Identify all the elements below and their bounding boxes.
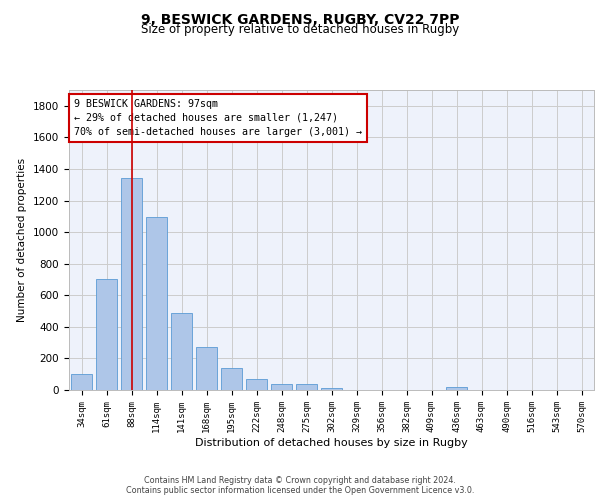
Text: 9 BESWICK GARDENS: 97sqm
← 29% of detached houses are smaller (1,247)
70% of sem: 9 BESWICK GARDENS: 97sqm ← 29% of detach… [74,99,362,137]
Bar [121,178,142,390]
Bar [271,384,292,390]
Text: Size of property relative to detached houses in Rugby: Size of property relative to detached ho… [141,24,459,36]
Y-axis label: Number of detached properties: Number of detached properties [17,158,28,322]
Bar [171,312,192,390]
Text: Contains public sector information licensed under the Open Government Licence v3: Contains public sector information licen… [126,486,474,495]
Bar [71,374,92,390]
Bar [221,368,242,390]
Text: Contains HM Land Registry data © Crown copyright and database right 2024.: Contains HM Land Registry data © Crown c… [144,476,456,485]
Bar [146,217,167,390]
Bar [296,384,317,390]
Bar [446,387,467,390]
Text: 9, BESWICK GARDENS, RUGBY, CV22 7PP: 9, BESWICK GARDENS, RUGBY, CV22 7PP [141,12,459,26]
Bar [246,379,267,390]
Bar [321,388,342,390]
Bar [196,348,217,390]
X-axis label: Distribution of detached houses by size in Rugby: Distribution of detached houses by size … [195,438,468,448]
Bar [96,280,117,390]
